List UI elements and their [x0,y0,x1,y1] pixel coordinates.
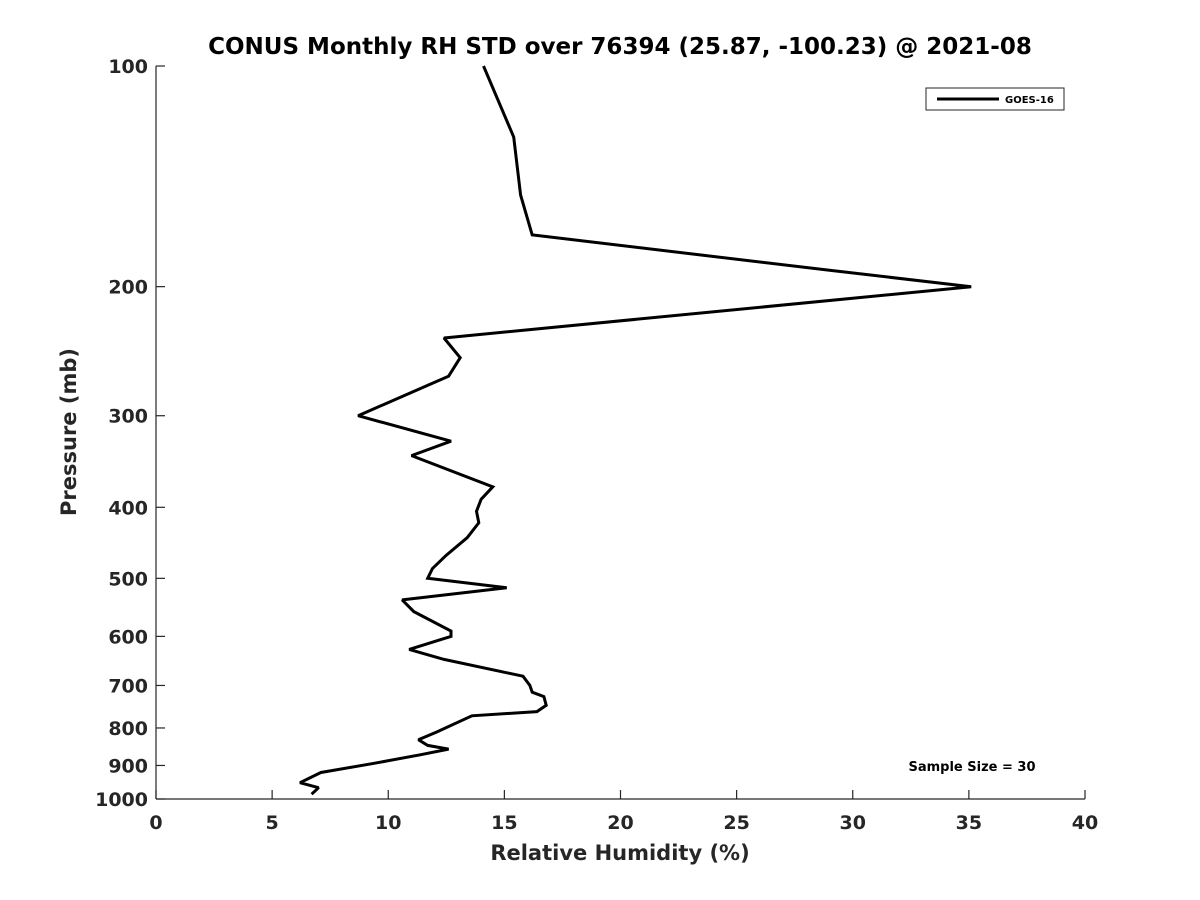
sample-size-note: Sample Size = 30 [908,760,1035,775]
y-tick-label: 200 [108,277,148,299]
x-tick-label: 5 [266,812,279,834]
y-tick-label: 900 [108,755,148,777]
y-tick-label: 600 [108,626,148,648]
series-line-goes-16 [299,65,972,796]
y-tick-label: 700 [108,675,148,697]
legend: GOES-16 [925,87,1065,111]
x-tick-label: 20 [607,812,633,834]
y-tick-label: 300 [108,406,148,428]
chart-title: CONUS Monthly RH STD over 76394 (25.87, … [208,34,1032,60]
x-tick-label: 0 [149,812,162,834]
x-axis-label: Relative Humidity (%) [490,841,749,865]
legend-label-goes-16: GOES-16 [1005,95,1054,106]
x-tick-label: 30 [840,812,866,834]
y-tick-label: 400 [108,497,148,519]
axis-ticks: 0 5 10 15 20 25 30 35 40 100 200 300 400 500 600 700 800… [95,56,1098,834]
y-axis-label: Pressure (mb) [57,348,81,516]
y-tick-label: 100 [108,56,148,78]
y-tick-label: 1000 [95,789,148,811]
y-tick-label: 800 [108,718,148,740]
y-tick-label: 500 [108,568,148,590]
x-tick-label: 35 [956,812,982,834]
plot-area [156,66,1085,799]
x-tick-label: 40 [1072,812,1098,834]
series-layer [299,65,972,796]
x-tick-label: 25 [723,812,749,834]
x-tick-label: 10 [375,812,401,834]
x-tick-label: 15 [491,812,517,834]
